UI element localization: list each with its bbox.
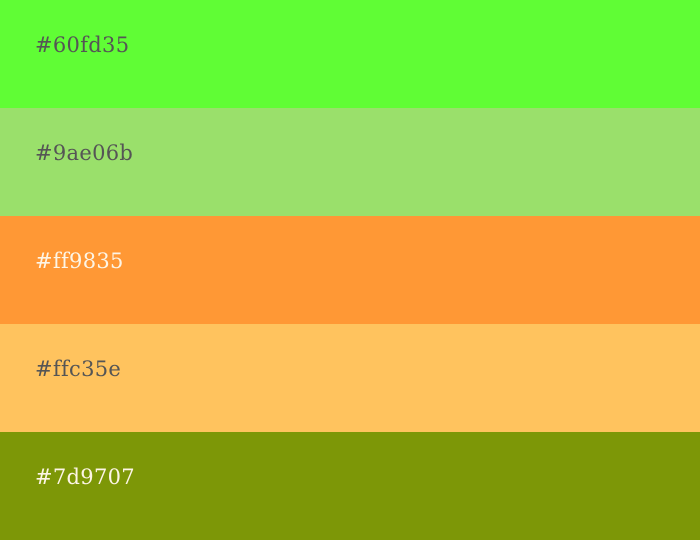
swatch-hex-label: #ffc35e	[35, 357, 122, 381]
color-swatch-5: #7d9707	[0, 432, 700, 540]
color-swatch-2: #9ae06b	[0, 108, 700, 216]
swatch-hex-label: #60fd35	[35, 33, 130, 57]
color-swatch-3: #ff9835	[0, 216, 700, 324]
color-swatch-1: #60fd35	[0, 0, 700, 108]
swatch-hex-label: #9ae06b	[35, 141, 134, 165]
swatch-hex-label: #ff9835	[35, 249, 124, 273]
color-swatch-4: #ffc35e	[0, 324, 700, 432]
swatch-hex-label: #7d9707	[35, 465, 135, 489]
